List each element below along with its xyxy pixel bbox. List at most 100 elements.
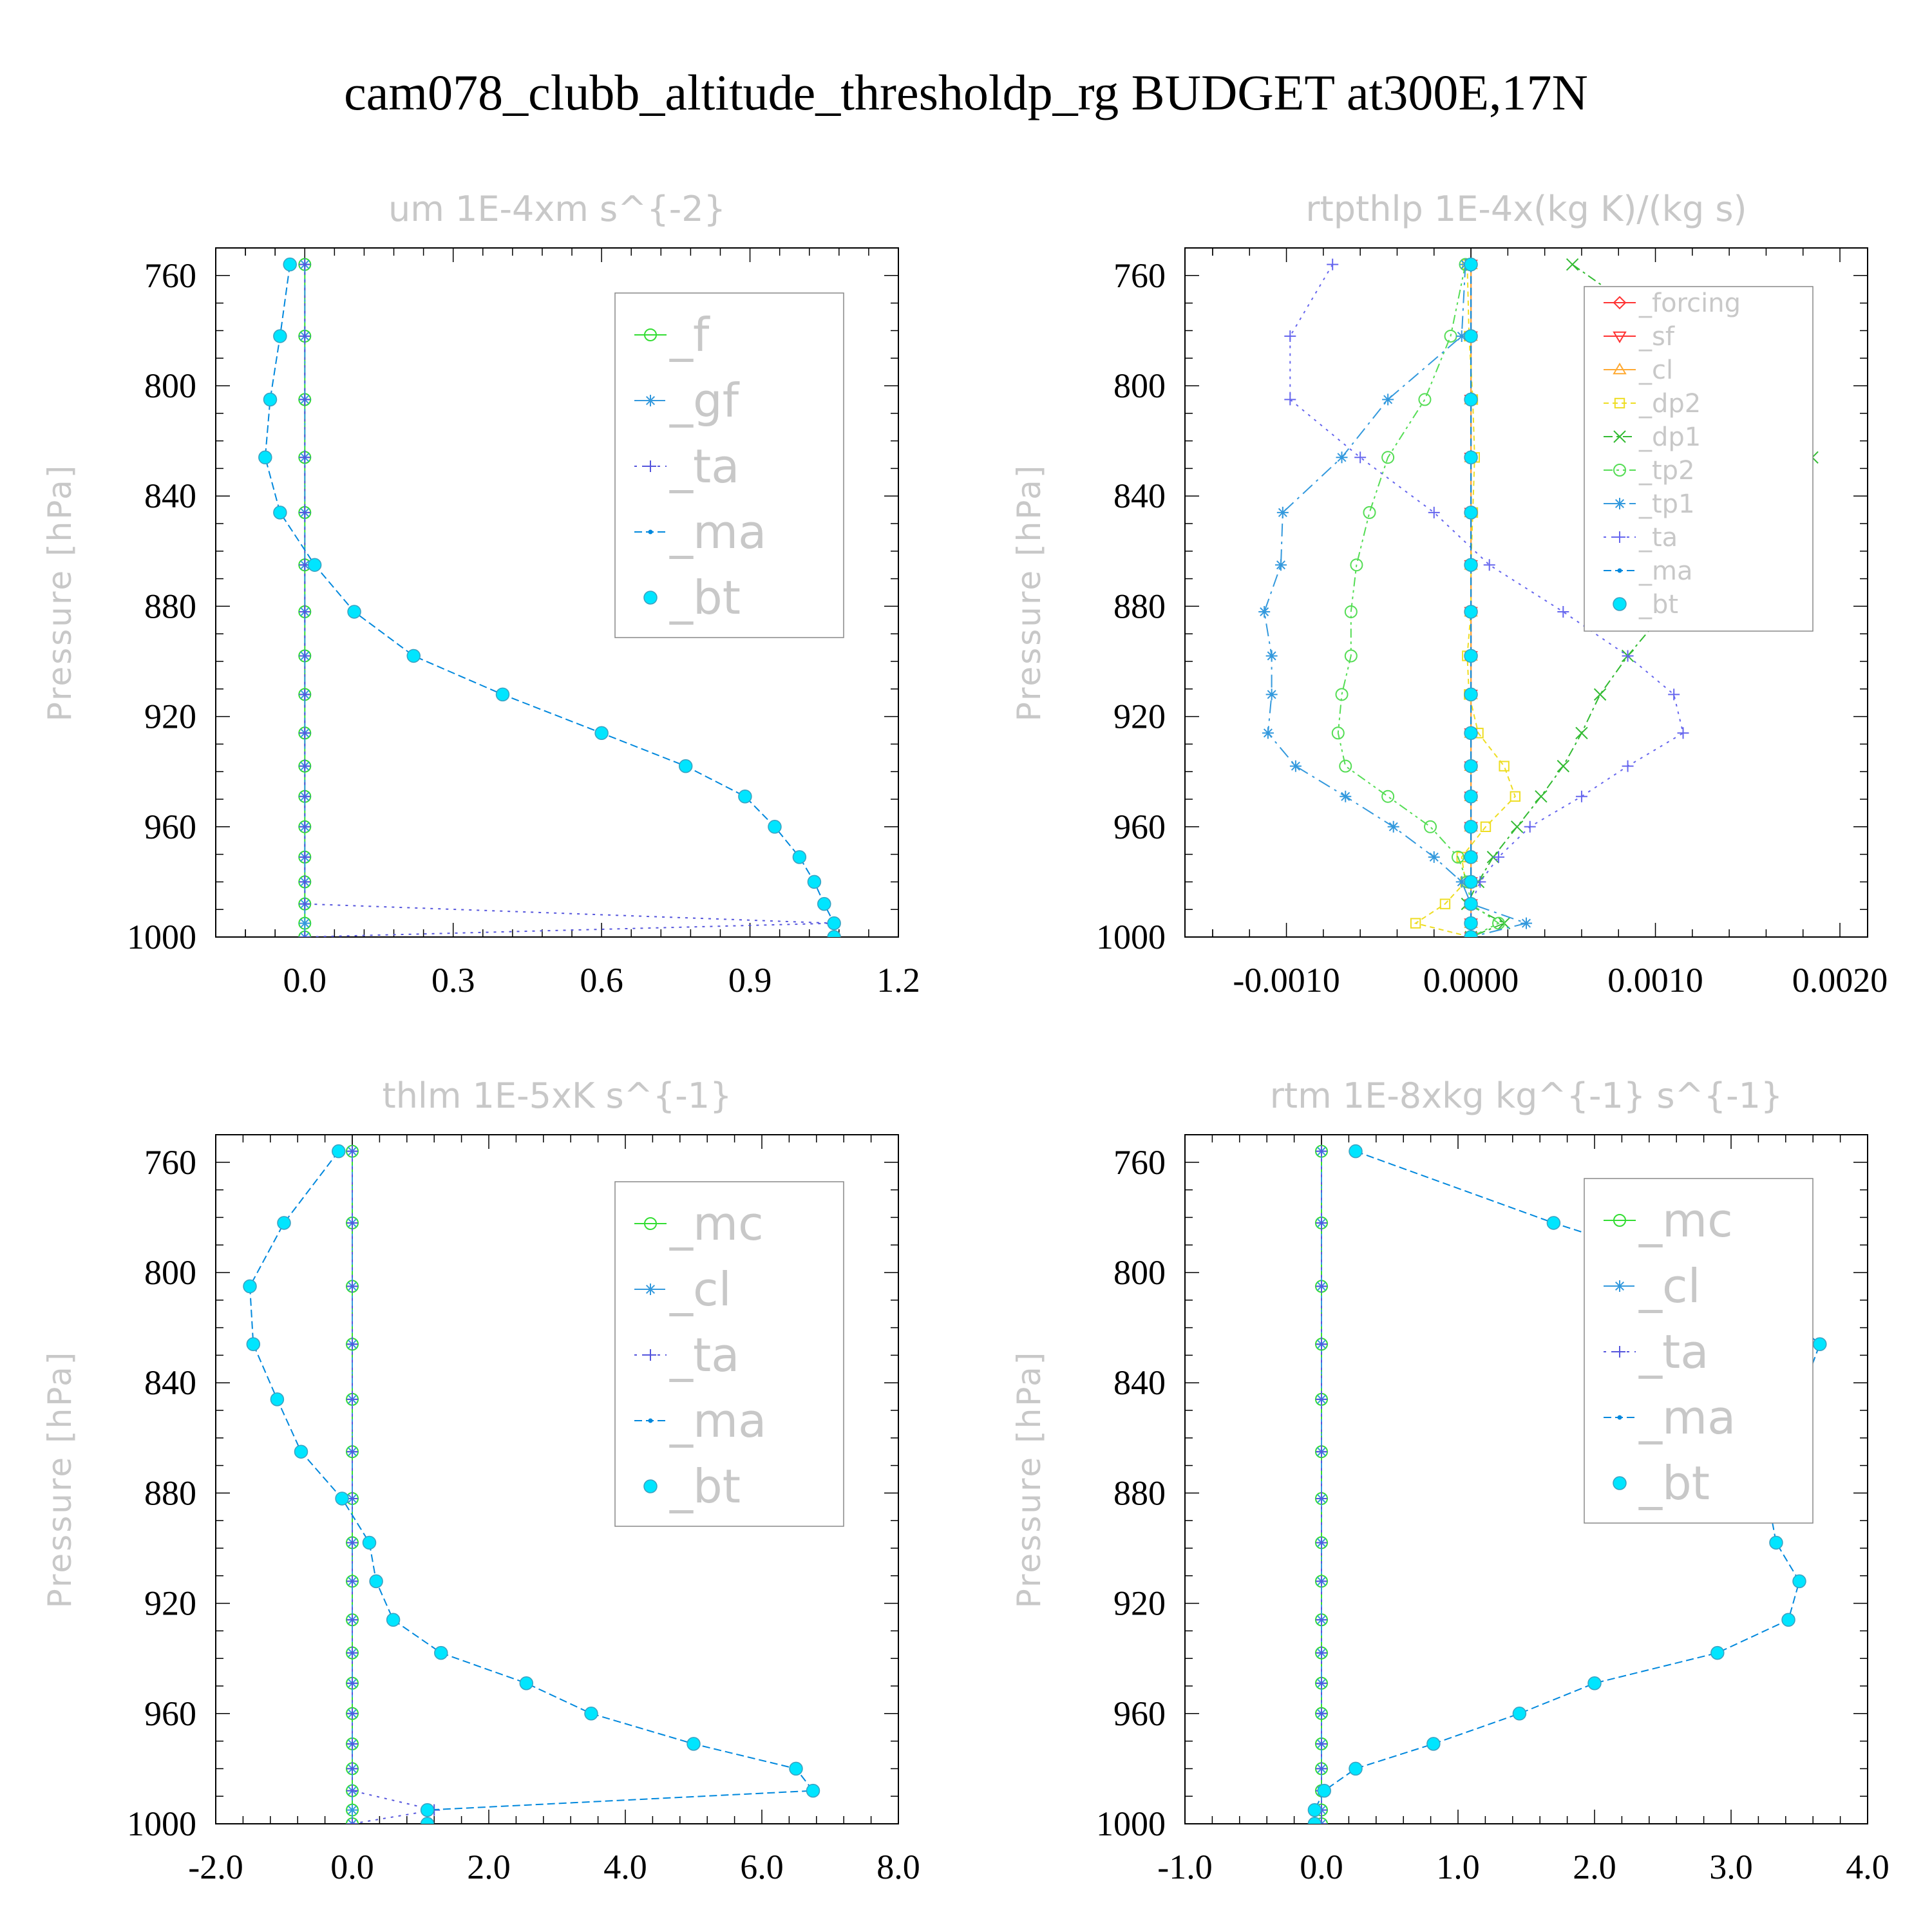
legend-label: _cl [1638,1259,1701,1313]
y-tick-label: 920 [144,697,196,736]
data-point [346,1647,358,1659]
legend-marker [1613,430,1626,443]
x-tick-label: 2.0 [467,1848,511,1886]
y-tick-label: 920 [1113,697,1166,736]
data-point [1418,393,1432,406]
y-tick-label: 760 [144,1143,196,1182]
data-point [346,1614,358,1626]
data-point [1316,1763,1327,1775]
x-tick-label: 4.0 [603,1848,647,1886]
x-tick-label: 0.0010 [1607,961,1703,999]
data-point [1512,1707,1527,1721]
x-tick-label: 1.0 [1436,1848,1480,1886]
data-point [1426,1737,1441,1751]
data-point [243,1279,257,1294]
panel-title: rtpthlp 1E-4x(kg K)/(kg s) [1305,189,1747,229]
x-tick-label: 3.0 [1709,1848,1753,1886]
data-point [1593,688,1607,701]
data-point [1524,820,1536,833]
data-point [1587,1676,1602,1690]
data-point [1331,726,1345,740]
data-point [263,392,278,407]
data-point [1381,790,1395,803]
data-point [1316,1614,1327,1626]
data-point [346,1217,358,1229]
data-point [1265,688,1278,701]
series-line [1337,264,1500,937]
data-point [1316,1338,1327,1350]
y-tick-label: 760 [1113,256,1166,295]
data-point [283,257,297,272]
data-point [1499,761,1510,772]
y-axis-label: Pressure [hPa] [1010,464,1048,722]
series-line [1289,264,1684,937]
data-point [1339,759,1352,773]
data-point [1276,506,1289,518]
data-point [299,393,311,406]
data-point [1464,392,1478,407]
legend-marker [645,1283,656,1295]
data-point [1622,760,1634,772]
legend-label: _ta [669,1328,739,1382]
legend-marker [1613,296,1627,310]
legend-marker [644,328,657,341]
data-point [1335,688,1349,701]
legend-marker [1617,1415,1622,1420]
legend-label: _cl [1638,355,1673,385]
data-point [827,916,841,931]
data-point [1344,605,1358,618]
data-point [1316,1217,1327,1229]
data-point [1622,650,1634,662]
series-layer [1258,257,1819,937]
legend-label: _bt [1638,1456,1710,1510]
data-point [406,649,421,663]
data-point [335,1492,349,1506]
data-point [1307,1817,1322,1824]
data-point [1575,790,1587,802]
data-point [299,330,311,342]
data-point [1316,1677,1327,1689]
series-layer [243,1144,820,1824]
x-tick-label: 0.0020 [1792,961,1888,999]
legend-label: _ma [1638,1390,1736,1444]
legend-marker [1613,331,1627,343]
data-point [1492,916,1506,930]
legend-marker [1613,1476,1627,1490]
data-point [299,688,311,701]
panel-title: rtm 1E-8xkg kg^{-1} s^{-1} [1270,1075,1783,1116]
legend-label: _tp1 [1638,489,1695,519]
y-tick-label: 960 [144,1694,196,1733]
y-tick-label: 880 [1113,1473,1166,1512]
y-tick-label: 840 [144,1363,196,1402]
y-tick-label: 960 [1113,1694,1166,1733]
data-point [1535,790,1548,803]
data-point [792,850,807,864]
data-point [738,789,752,804]
data-point [258,450,272,465]
data-point [827,930,841,937]
panel-2: rtpthlp 1E-4x(kg K)/(kg s) Pressure [hPa]… [1010,189,1888,999]
x-tick-label: 1.2 [876,961,920,999]
data-point [1557,759,1570,773]
data-point [1464,506,1478,520]
data-point [1344,649,1358,663]
y-tick-label: 880 [144,587,196,625]
data-point [346,1818,358,1824]
data-point [299,258,311,270]
data-point [1464,257,1478,272]
y-tick-label: 1000 [127,918,196,956]
data-point [1510,791,1521,802]
data-point [768,820,782,834]
data-point [1349,1761,1363,1776]
plot-frame [1184,1134,1868,1824]
data-point [299,820,311,833]
data-point [346,1338,358,1350]
data-point [817,896,831,911]
data-point [299,876,311,888]
legend-label: _bt [1638,590,1678,620]
data-point [1382,393,1394,406]
data-point [332,1144,346,1159]
data-point [420,1817,435,1824]
legend-marker [648,529,653,535]
